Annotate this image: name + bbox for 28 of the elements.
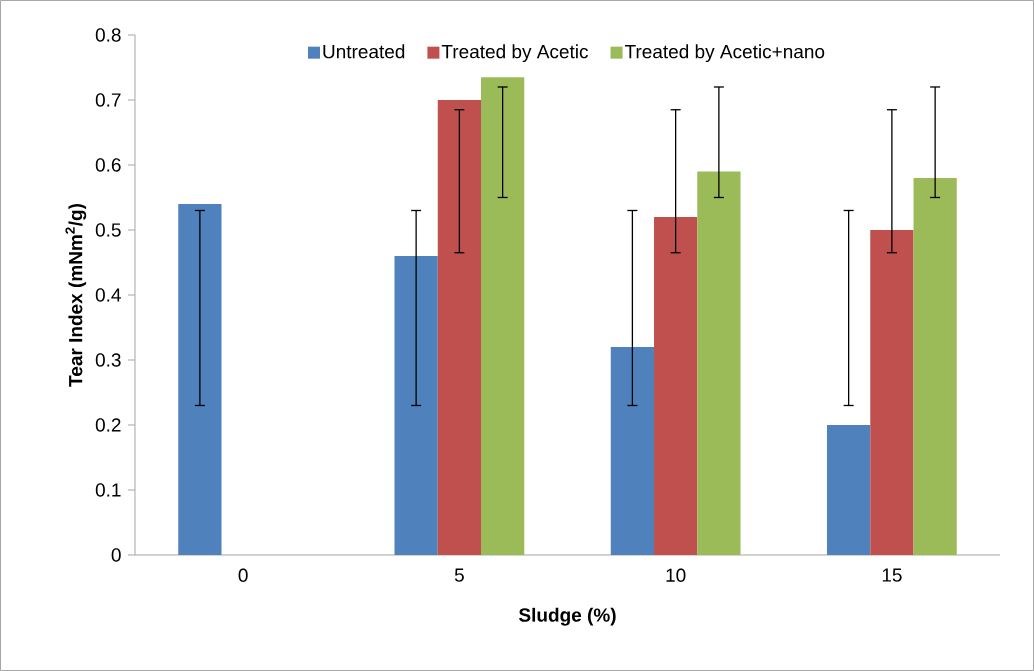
y-tick-label: 0: [111, 548, 121, 562]
bar: [697, 171, 741, 555]
bar: [610, 346, 655, 555]
bar: [654, 216, 698, 555]
y-tick-label: 0.4: [95, 288, 121, 302]
legend-label: Treated by Acetic+nano: [624, 44, 825, 63]
x-axis-title: Sludge (%): [518, 607, 616, 626]
y-tick-label: 0.2: [95, 418, 121, 432]
bar: [481, 77, 525, 555]
y-tick-label: 0.3: [95, 353, 121, 367]
x-tick-label: 5: [454, 568, 464, 582]
bar: [827, 424, 871, 555]
bar: [913, 177, 957, 555]
y-tick-label: 0.5: [95, 223, 121, 237]
bar: [178, 203, 222, 555]
y-tick-label: 0.7: [95, 93, 121, 107]
bar: [870, 229, 914, 555]
y-tick-label: 0.1: [95, 483, 121, 497]
legend-label: Untreated: [323, 44, 405, 59]
bar: [394, 255, 438, 555]
x-tick-label: 15: [882, 568, 902, 582]
y-tick-label: 0.8: [95, 28, 121, 42]
bar: [437, 99, 482, 555]
y-tick-label: 0.6: [95, 158, 121, 172]
x-tick-label: 0: [238, 568, 248, 582]
x-tick-label: 10: [666, 568, 686, 582]
y-axis-title: Tear Index (mNm$^{2}$/g): [65, 204, 87, 387]
legend-label: Treated by Acetic: [441, 44, 589, 63]
